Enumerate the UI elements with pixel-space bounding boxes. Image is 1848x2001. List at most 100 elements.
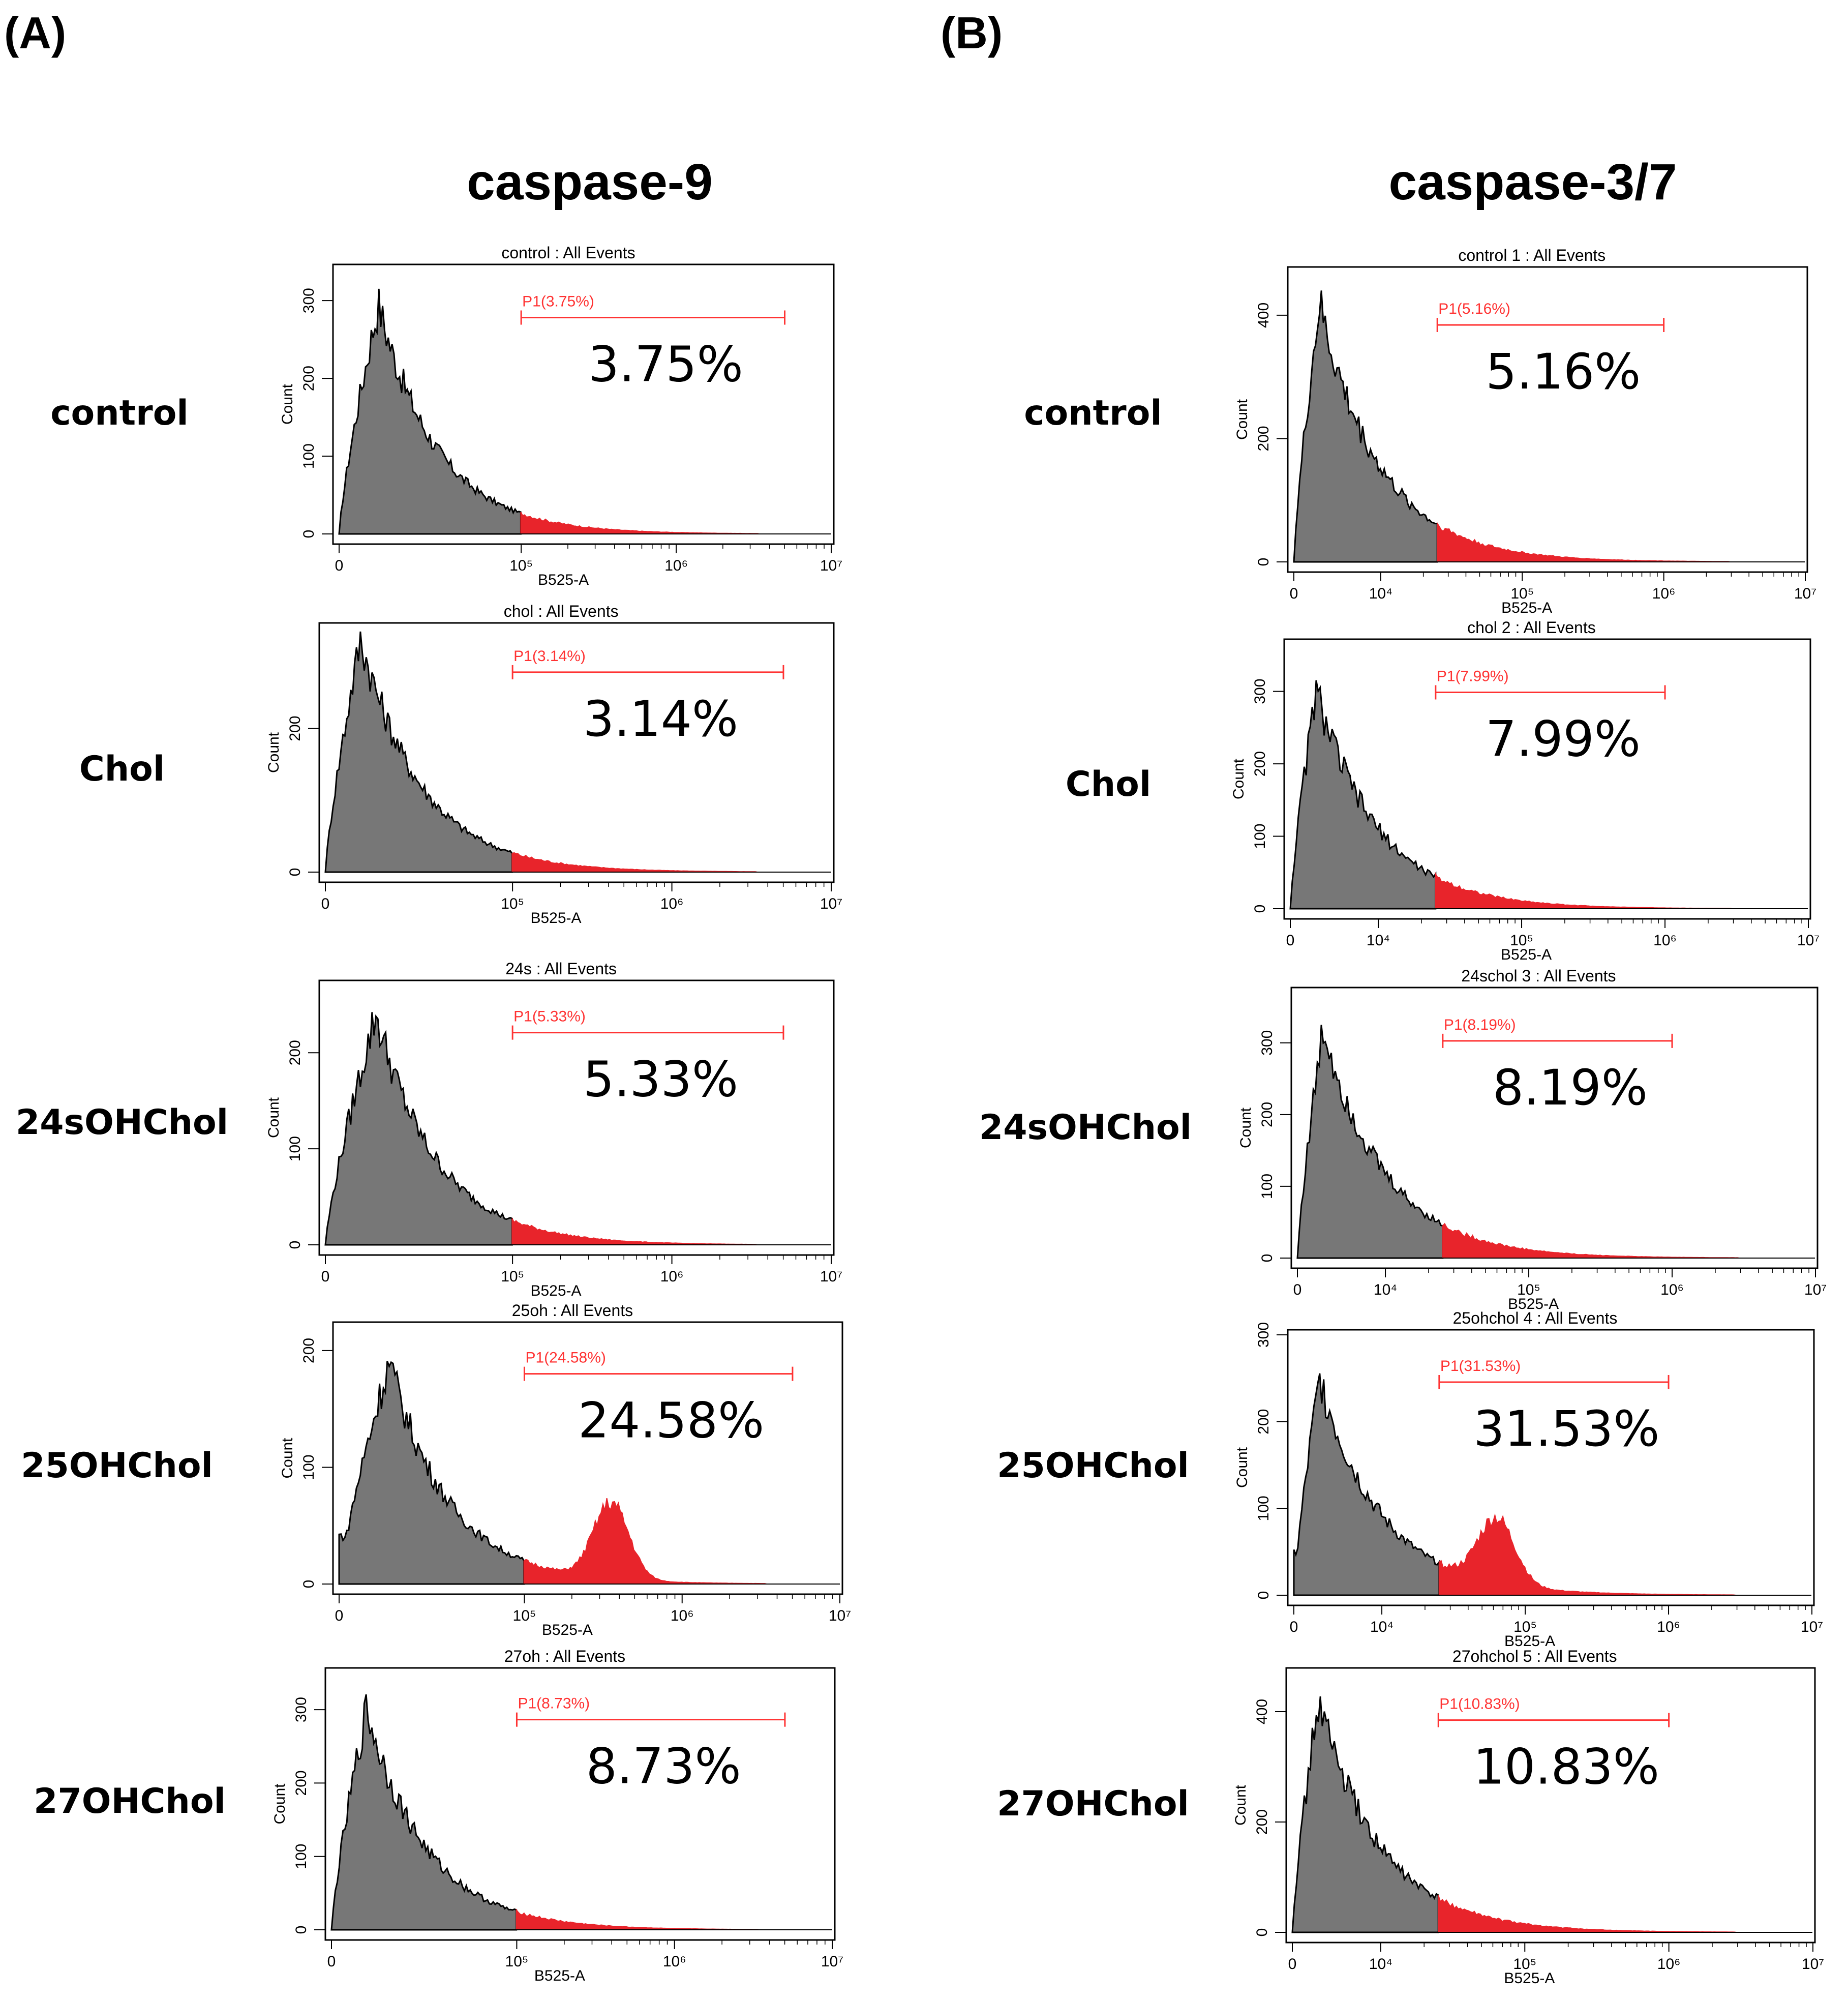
x-tick-label: 10⁵ xyxy=(1510,585,1534,602)
x-tick-label: 0 xyxy=(1290,585,1298,602)
row-label-25ohchol: 25OHChol xyxy=(21,1446,213,1486)
gate-percent-text: 10.83% xyxy=(1473,1739,1659,1796)
histogram-a-4: 25OHChol 25oh : All Events 0 100 200 Count 0 10… xyxy=(21,1301,851,1638)
histogram-gated-area xyxy=(1438,1513,1811,1596)
gate-percent-text: 3.75% xyxy=(588,336,743,393)
x-tick-label: 10⁵ xyxy=(1513,1619,1537,1635)
x-tick-label: 10⁵ xyxy=(1517,1281,1540,1298)
gate-percent-text: 31.53% xyxy=(1473,1400,1659,1457)
histogram-b-4: 25OHChol 25ohchol 4 : All Events 0 100 200 30… xyxy=(997,1309,1823,1650)
y-tick-label: 0 xyxy=(287,868,304,877)
x-tick-label: 10⁶ xyxy=(1653,932,1677,949)
plot-title: 24schol 3 : All Events xyxy=(1461,967,1616,985)
histogram-a-2: Chol chol : All Events 0 200 Count 0 10⁵ 10⁶ 10⁷… xyxy=(79,602,842,927)
y-axis-label: Count xyxy=(1234,1447,1251,1488)
x-tick-label: 10⁶ xyxy=(664,557,688,574)
x-tick-label: 0 xyxy=(327,1953,336,1970)
x-tick-label: 10⁷ xyxy=(820,1268,842,1285)
y-tick-label: 100 xyxy=(293,1844,310,1869)
x-tick-label: 10⁶ xyxy=(1657,1619,1680,1635)
histogram-a-5: 27OHChol 27oh : All Events 0 100 200 300 Count… xyxy=(34,1647,843,1984)
plot-title: 27oh : All Events xyxy=(504,1647,625,1665)
x-axis-label: B525-A xyxy=(1501,600,1552,616)
histogram-b-3: 24sOHChol 24schol 3 : All Events 0 100 200 30… xyxy=(979,967,1827,1312)
plot-frame xyxy=(324,1667,836,1941)
y-tick-label: 200 xyxy=(287,1040,304,1065)
gate-percent-text: 5.16% xyxy=(1486,343,1641,400)
x-tick-label: 10⁷ xyxy=(820,895,842,912)
gate-label: P1(8.73%) xyxy=(518,1695,590,1712)
y-axis-label: Count xyxy=(265,732,282,773)
y-tick-label: 0 xyxy=(1255,558,1272,566)
row-label-chol: Chol xyxy=(79,749,165,789)
x-tick-label: 10⁷ xyxy=(820,557,842,574)
x-axis-label: B525-A xyxy=(1501,946,1552,963)
x-tick-label: 10⁶ xyxy=(1660,1281,1684,1298)
y-tick-label: 0 xyxy=(1252,905,1268,913)
row-label-27ohchol: 27OHChol xyxy=(997,1784,1189,1824)
gate-label: P1(8.19%) xyxy=(1444,1017,1516,1033)
x-tick-label: 10⁶ xyxy=(660,1268,684,1285)
y-tick-label: 0 xyxy=(1259,1254,1276,1263)
plot-frame xyxy=(1285,1667,1816,1944)
y-tick-label: 200 xyxy=(1255,426,1272,451)
x-axis-label: B525-A xyxy=(534,1967,585,1984)
histogram-gated-area xyxy=(1442,1222,1815,1259)
y-tick-label: 300 xyxy=(293,1697,310,1722)
y-tick-label: 100 xyxy=(1259,1174,1276,1199)
y-axis-label: Count xyxy=(265,1097,282,1138)
y-tick-label: 100 xyxy=(287,1136,304,1161)
y-tick-label: 200 xyxy=(1254,1809,1270,1835)
x-tick-label: 10⁴ xyxy=(1370,1619,1393,1635)
x-tick-label: 10⁵ xyxy=(501,895,524,912)
plot-frame xyxy=(1287,266,1808,573)
gate-label: P1(24.58%) xyxy=(525,1350,605,1366)
y-tick-label: 100 xyxy=(300,1454,317,1480)
gate-percent-text: 8.19% xyxy=(1493,1059,1648,1116)
plot-frame xyxy=(1283,638,1811,920)
x-tick-label: 10⁴ xyxy=(1369,1956,1392,1973)
histogram-gated-area xyxy=(1435,872,1808,909)
gate-percent-text: 5.33% xyxy=(583,1051,738,1108)
y-tick-label: 0 xyxy=(300,530,317,539)
row-label-control: control xyxy=(50,393,189,433)
histogram-ungated-area xyxy=(324,631,513,873)
y-tick-label: 400 xyxy=(1254,1699,1270,1724)
y-tick-label: 100 xyxy=(1255,1496,1272,1521)
y-tick-label: 0 xyxy=(1254,1928,1270,1937)
y-tick-label: 400 xyxy=(1255,303,1272,328)
histogram-ungated-area xyxy=(1293,290,1438,563)
x-tick-label: 10⁶ xyxy=(660,895,684,912)
x-tick-label: 10⁷ xyxy=(1801,1619,1823,1635)
plot-title: chol : All Events xyxy=(504,602,619,620)
x-tick-label: 10⁵ xyxy=(513,1607,536,1624)
plot-title: chol 2 : All Events xyxy=(1467,618,1596,637)
x-tick-label: 10⁷ xyxy=(1794,585,1816,602)
histogram-gated-area xyxy=(520,512,831,534)
x-tick-label: 10⁷ xyxy=(829,1607,851,1624)
x-tick-label: 0 xyxy=(1290,1619,1298,1635)
y-tick-label: 200 xyxy=(1252,751,1268,776)
y-tick-label: 100 xyxy=(300,443,317,469)
gate-percent-text: 3.14% xyxy=(583,691,738,748)
x-tick-label: 10⁶ xyxy=(1657,1956,1681,1973)
panel-letter-b: (B) xyxy=(941,8,1003,58)
gate-label: P1(7.99%) xyxy=(1437,668,1509,685)
x-tick-label: 0 xyxy=(335,1607,344,1624)
x-tick-label: 10⁵ xyxy=(509,557,533,574)
x-axis-label: B525-A xyxy=(538,572,589,588)
row-label-24sohchol: 24sOHChol xyxy=(16,1102,228,1143)
x-axis-label: B525-A xyxy=(530,910,581,927)
y-tick-label: 200 xyxy=(1259,1102,1276,1127)
gate-percent-text: 24.58% xyxy=(578,1392,764,1449)
panel-title-caspase-9: caspase-9 xyxy=(467,154,713,211)
histogram-gated-area xyxy=(511,852,831,873)
plot-title: 24s : All Events xyxy=(505,960,617,978)
y-tick-label: 0 xyxy=(1255,1591,1272,1600)
y-tick-label: 0 xyxy=(293,1926,310,1934)
y-tick-label: 100 xyxy=(1252,824,1268,849)
histogram-b-2: Chol chol 2 : All Events 0 100 200 300 Count 0 1… xyxy=(1066,618,1820,963)
y-tick-label: 200 xyxy=(300,1338,317,1363)
histogram-a-3: 24sOHChol 24s : All Events 0 100 200 Count 0 10… xyxy=(16,960,842,1299)
x-tick-label: 10⁷ xyxy=(1804,1281,1827,1298)
